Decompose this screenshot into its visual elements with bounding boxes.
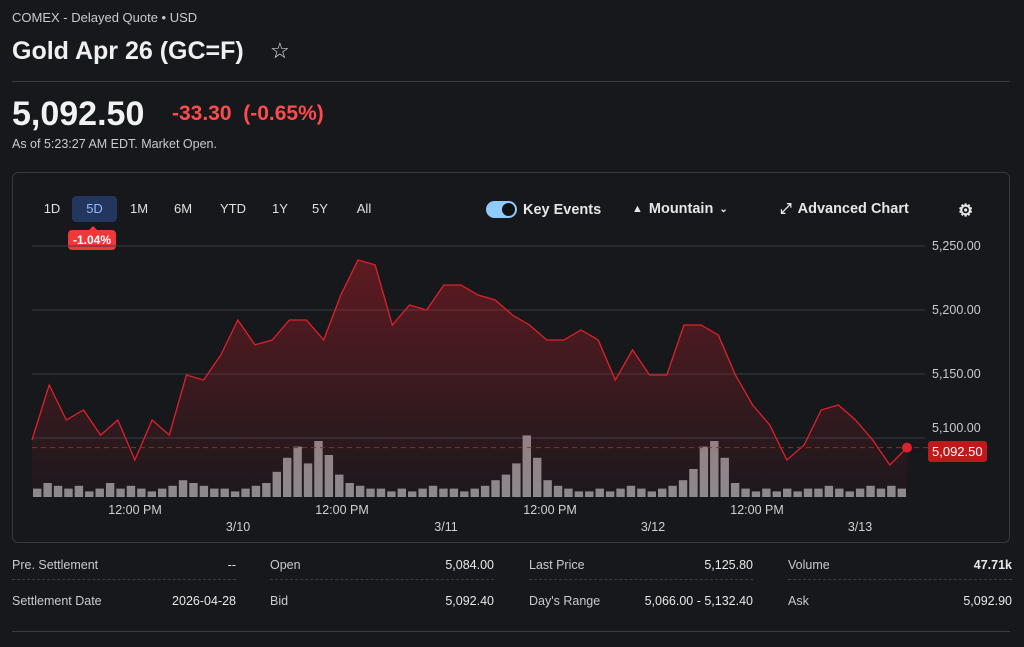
stat-label: Ask (788, 594, 809, 608)
stat-settlement-date: Settlement Date 2026-04-28 (12, 594, 236, 616)
price-line (31, 259, 908, 467)
stat-volume: Volume 47.71k (788, 558, 1012, 580)
stat-days-range: Day's Range 5,066.00 - 5,132.40 (529, 594, 753, 616)
last-price-label: 5,092.50 (928, 441, 987, 462)
x-time-label: 12:00 PM (108, 503, 162, 517)
stat-value: 5,092.90 (963, 594, 1012, 608)
toggle-switch[interactable] (486, 201, 517, 218)
expand-icon: ⤢ (780, 201, 792, 217)
stat-bid: Bid 5,092.40 (270, 594, 494, 616)
x-time-label: 12:00 PM (315, 503, 369, 517)
stat-label: Open (270, 558, 301, 572)
watchlist-star-icon[interactable]: ☆ (270, 38, 290, 63)
stat-value: 5,125.80 (704, 558, 753, 572)
x-date-label: 3/12 (640, 520, 666, 534)
chart-type-dropdown[interactable]: ▲ Mountain ⌄ (632, 201, 728, 217)
stat-open: Open 5,084.00 (270, 558, 494, 580)
stat-value: -- (227, 558, 236, 572)
current-price: 5,092.50 (12, 95, 145, 133)
range-all[interactable]: All (356, 201, 372, 216)
stat-value: 5,066.00 - 5,132.40 (644, 594, 753, 608)
divider (12, 631, 1010, 632)
y-tick-label: 5,100.00 (932, 421, 981, 435)
x-time-label: 12:00 PM (523, 503, 577, 517)
stat-label: Day's Range (529, 594, 601, 608)
stat-ask: Ask 5,092.90 (788, 594, 1012, 616)
y-tick-label: 5,200.00 (932, 303, 981, 317)
advanced-chart-button[interactable]: ⤢ Advanced Chart (780, 201, 909, 217)
mountain-icon: ▲ (632, 203, 643, 215)
x-date-label: 3/13 (847, 520, 873, 534)
settings-button[interactable]: ⚙ (958, 201, 973, 221)
chart-type-label: Mountain (648, 201, 714, 217)
advanced-chart-label: Advanced Chart (797, 201, 909, 217)
stat-value: 5,092.40 (445, 594, 494, 608)
price-area (32, 260, 907, 497)
stat-pre-settlement: Pre. Settlement -- (12, 558, 236, 580)
stat-label: Volume (788, 558, 830, 572)
change-value: -33.30 (172, 102, 232, 125)
range-1y[interactable]: 1Y (272, 201, 288, 216)
range-ytd[interactable]: YTD (220, 201, 246, 216)
x-time-label: 12:00 PM (730, 503, 784, 517)
stat-label: Pre. Settlement (12, 558, 99, 572)
key-events-label: Key Events (523, 201, 602, 218)
key-events-toggle[interactable]: Key Events (486, 201, 601, 218)
x-date-label: 3/11 (434, 520, 458, 534)
quote-timestamp: As of 5:23:27 AM EDT. Market Open. (12, 137, 217, 151)
stat-label: Settlement Date (12, 594, 102, 608)
gear-icon: ⚙ (958, 201, 974, 220)
range-1m[interactable]: 1M (129, 201, 149, 216)
stat-value: 2026-04-28 (172, 594, 236, 608)
y-tick-label: 5,150.00 (932, 367, 981, 381)
range-5d[interactable]: 5D (72, 196, 117, 222)
chart-card (12, 172, 1010, 543)
stat-last-price: Last Price 5,125.80 (529, 558, 753, 580)
exchange-info: COMEX - Delayed Quote • USD (12, 10, 198, 25)
stat-value: 47.71k (973, 558, 1012, 572)
range-6m[interactable]: 6M (173, 201, 193, 216)
y-tick-label: 5,250.00 (932, 239, 981, 253)
page-title: Gold Apr 26 (GC=F) (12, 37, 244, 65)
last-price-dot (902, 442, 912, 453)
range-1d[interactable]: 1D (43, 201, 61, 216)
price-change: -33.30 (-0.65%) (172, 102, 324, 126)
x-date-label: 3/10 (225, 520, 251, 534)
chevron-down-icon: ⌄ (719, 203, 728, 215)
change-percent: (-0.65%) (243, 102, 324, 125)
stat-label: Last Price (529, 558, 585, 572)
divider (12, 81, 1010, 82)
range-change-badge: -1.04% (68, 226, 117, 250)
stat-label: Bid (270, 594, 289, 608)
stat-value: 5,084.00 (445, 558, 494, 572)
range-5y[interactable]: 5Y (312, 201, 328, 216)
